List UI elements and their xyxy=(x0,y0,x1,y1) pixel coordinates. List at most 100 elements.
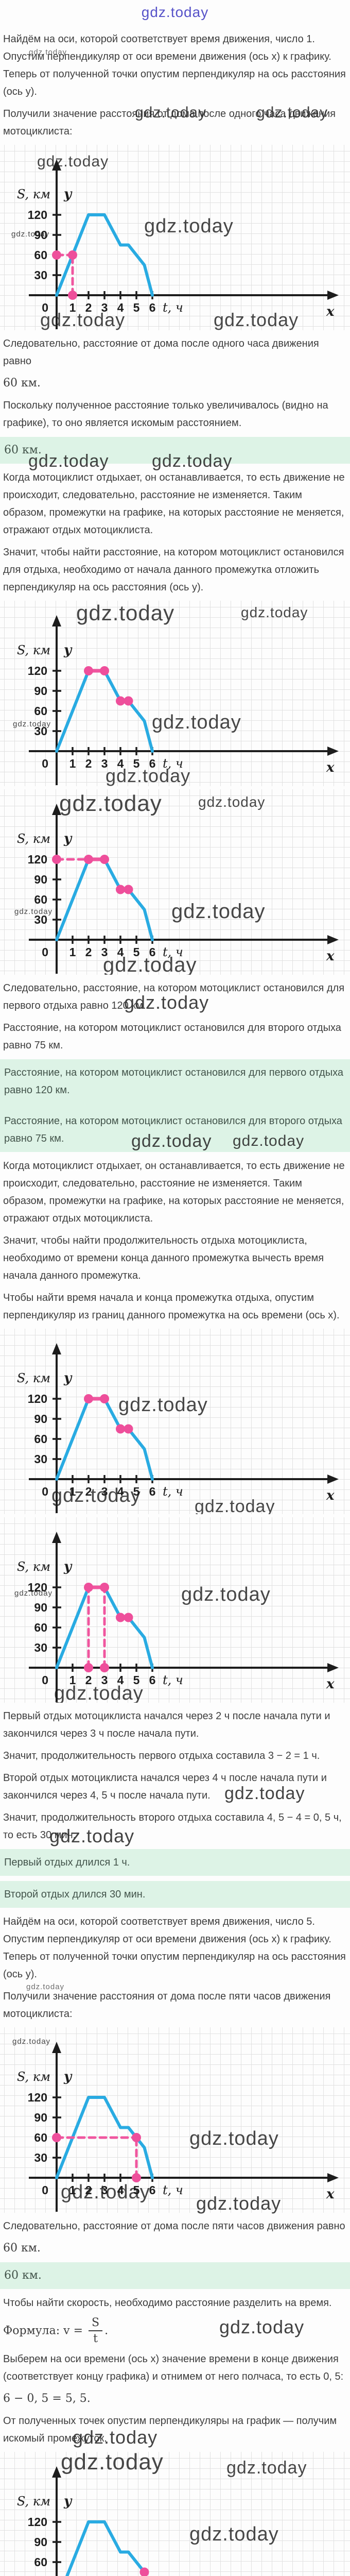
watermark-gdz: gdz.today xyxy=(61,2181,150,2203)
x-var-label: x xyxy=(326,304,335,319)
y-var-label: y xyxy=(63,2069,73,2084)
watermark-gdz: gdz.today xyxy=(12,2037,50,2046)
watermark-gdz: gdz.today xyxy=(144,215,234,237)
watermark-gdz: gdz.today xyxy=(59,791,162,816)
x-tick-label: 6 xyxy=(149,757,156,770)
y-tick-label: 60 xyxy=(34,893,47,906)
marker-dot xyxy=(132,2133,141,2142)
watermark-gdz: gdz.today xyxy=(54,1683,144,1703)
marker-dot xyxy=(84,855,93,864)
y-var-label: y xyxy=(63,1559,73,1574)
y-tick-label: 120 xyxy=(28,2091,47,2104)
y-tick-label: 90 xyxy=(34,1601,47,1614)
y-tick-label: 90 xyxy=(34,873,47,886)
x-tick-label: 5 xyxy=(133,757,140,770)
x-tick-label: 4 xyxy=(117,1673,124,1687)
paragraph-speed-method: Чтобы найти скорость, необходимо расстоя… xyxy=(3,2297,332,2309)
x-tick-label: 5 xyxy=(133,945,140,959)
y-tick-label: 120 xyxy=(28,1392,47,1405)
paragraph-text: Следовательно, расстояние, на котором мо… xyxy=(3,982,345,1011)
marker-dot xyxy=(124,696,133,706)
x-tick-label: 2 xyxy=(85,2183,92,2197)
y-axis-arrow-icon xyxy=(52,1343,61,1354)
graph-canvas-graph-7: gdz.todaygdz.todaygdz.todaygdz.today1234… xyxy=(0,2451,350,2576)
watermark-gdz: gdz.today xyxy=(189,2128,279,2149)
paragraph-text: Получили значение расстояния от дома пос… xyxy=(3,108,336,137)
y-axis-arrow-icon xyxy=(52,804,61,815)
answer-highlight-second-rest-30min: Второй отдых длился 30 мин. xyxy=(0,1881,350,1908)
paragraph-text: Получили значение расстояния от дома пос… xyxy=(3,1991,331,2020)
paragraph-rest-distance-method: Значит, чтобы найти расстояние, на котор… xyxy=(3,547,344,593)
marker-dot xyxy=(132,2173,141,2182)
y-axis-label: S, км xyxy=(17,832,50,846)
x-tick-label: 4 xyxy=(117,301,124,314)
x-tick-label: 6 xyxy=(149,1673,156,1687)
answer-highlight-rest-distances: Расстояние, на котором мотоциклист остан… xyxy=(0,1059,350,1152)
y-axis-label: S, км xyxy=(17,1371,50,1385)
marker-dot xyxy=(84,1583,93,1592)
graph-canvas-graph-1: gdz.today gdz.today gdz.today gdz.today gdz.… xyxy=(0,145,350,330)
origin-label: 0 xyxy=(42,1673,48,1687)
paragraph-rest-duration-method: Значит, чтобы найти продолжительность от… xyxy=(3,1235,324,1281)
watermark-gdz: gdz.today xyxy=(61,2452,164,2475)
watermark-gdz: gdz.today xyxy=(226,2458,307,2478)
paragraph-first-rest-duration: Значит, продолжительность первого отдыха… xyxy=(3,1750,320,1761)
y-tick-label: 90 xyxy=(34,2535,47,2549)
y-var-label: y xyxy=(63,187,73,202)
watermark-gdz: gdz.today xyxy=(195,1497,275,1514)
fraction-denominator: t xyxy=(93,2332,98,2346)
x-tick-label: 3 xyxy=(101,1673,108,1687)
marker-dot xyxy=(68,250,77,260)
paragraph-conclusion-1h: Следовательно, расстояние от дома после … xyxy=(3,338,319,367)
graph-canvas-graph-3: gdz.today gdz.today gdz.today gdz.today gdz.… xyxy=(0,789,350,975)
paragraph-conclusion-5h: Следовательно, расстояние от дома после … xyxy=(3,2194,347,2235)
paragraph-text: Следовательно, расстояние от дома после … xyxy=(3,2221,345,2232)
value-60km-2: 60 км. xyxy=(3,2242,41,2255)
paragraph-step5: Найдём на оси, которой соответствует вре… xyxy=(3,1916,346,1980)
marker-dot xyxy=(100,1394,109,1403)
watermark-gdz: gdz.today xyxy=(118,1394,208,1416)
y-axis-label: S, км xyxy=(17,187,50,201)
watermark-gdz: gdz.today xyxy=(214,309,299,330)
x-tick-label: 3 xyxy=(101,945,108,959)
watermark-gdz: gdz.today xyxy=(198,794,265,810)
y-tick-label: 30 xyxy=(34,724,47,738)
y-axis-label: S, км xyxy=(17,1560,50,1574)
distance-time-graph-2: gdz.today gdz.today gdz.today gdz.today gdz.… xyxy=(0,601,350,786)
answer-first-rest: Расстояние, на котором мотоциклист остан… xyxy=(4,1067,343,1096)
origin-label: 0 xyxy=(42,757,48,770)
y-tick-label: 90 xyxy=(34,228,47,242)
paragraph-end-time-choice: Выберем на оси времени (ось x) значение … xyxy=(3,2353,344,2382)
marker-dot xyxy=(52,855,61,864)
watermark-gdz: gdz.today xyxy=(51,1485,141,1506)
y-axis-label: S, км xyxy=(17,2070,50,2084)
y-var-label: y xyxy=(63,2494,73,2509)
marker-dot xyxy=(124,885,133,894)
y-tick-label: 120 xyxy=(28,664,47,677)
formula-prefix: Формула: v = xyxy=(3,2324,86,2337)
x-axis-label: t, ч xyxy=(163,1484,183,1499)
x-tick-label: 6 xyxy=(149,2183,156,2197)
marker-dot xyxy=(100,666,109,675)
x-tick-label: 5 xyxy=(133,1673,140,1687)
x-var-label: x xyxy=(326,948,335,964)
answer-highlight-60km-2: 60 км. xyxy=(0,2262,350,2289)
watermark-gdz: gdz.today xyxy=(13,720,51,728)
y-tick-label: 120 xyxy=(28,208,47,222)
paragraph-step1: Найдём на оси, которой соответствует вре… xyxy=(3,30,347,100)
y-axis-arrow-icon xyxy=(52,615,61,626)
origin-label: 0 xyxy=(42,1485,48,1498)
y-tick-label: 30 xyxy=(34,1452,47,1466)
answer-text: 60 км. xyxy=(4,444,42,456)
paragraph-text: Значит, продолжительность второго отдыха… xyxy=(3,1812,342,1841)
x-tick-label: 2 xyxy=(85,301,92,314)
marker-dot xyxy=(116,1424,125,1434)
x-tick-label: 1 xyxy=(69,1485,76,1498)
distance-curve xyxy=(55,213,154,297)
watermark-header: gdz.today xyxy=(0,0,350,26)
y-var-label: y xyxy=(63,831,73,846)
